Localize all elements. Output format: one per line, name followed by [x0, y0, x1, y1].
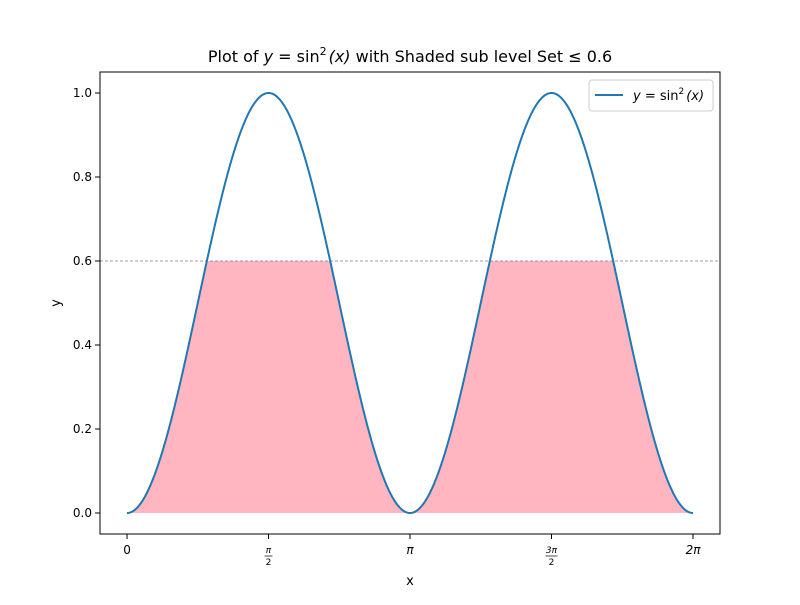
- shaded-sublevel-region: [127, 261, 693, 513]
- legend-box: [588, 79, 714, 112]
- x-tick-label: 0: [123, 543, 131, 557]
- series-line-sin-squared: [126, 91, 694, 515]
- x-tick-label: 3π2: [545, 546, 558, 568]
- chart-title: Plot of y = sin2 (x) with Shaded sub leve…: [208, 45, 612, 66]
- y-tick-label: 0.4: [73, 338, 92, 352]
- y-tick-label: 0.8: [73, 170, 92, 184]
- x-axis-label: x: [406, 574, 414, 589]
- x-tick-label: 2π: [686, 543, 702, 557]
- svg-text:2: 2: [549, 558, 555, 568]
- curve-layer: [126, 91, 694, 515]
- y-tick-label: 0.0: [73, 506, 92, 520]
- y-tick-label: 1.0: [73, 86, 92, 100]
- y-axis-label: y: [49, 299, 64, 307]
- svg-text:π: π: [266, 546, 272, 556]
- y-tick-label: 0.6: [73, 254, 92, 268]
- legend-label: y = sin2 (x): [632, 87, 704, 104]
- svg-text:3π: 3π: [546, 546, 558, 556]
- y-tick-label: 0.2: [73, 422, 92, 436]
- x-tick-label: π: [406, 543, 414, 557]
- shaded-region-layer: [127, 261, 693, 513]
- y-axis-ticks: 0.0 0.2 0.4 0.6 0.8 1.0: [73, 86, 100, 520]
- legend: y = sin2 (x): [588, 79, 714, 112]
- x-tick-label: π2: [264, 546, 273, 568]
- svg-text:2: 2: [266, 558, 272, 568]
